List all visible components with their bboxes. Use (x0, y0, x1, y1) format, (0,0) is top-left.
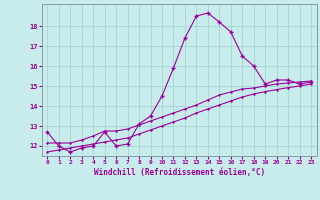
X-axis label: Windchill (Refroidissement éolien,°C): Windchill (Refroidissement éolien,°C) (94, 168, 265, 177)
